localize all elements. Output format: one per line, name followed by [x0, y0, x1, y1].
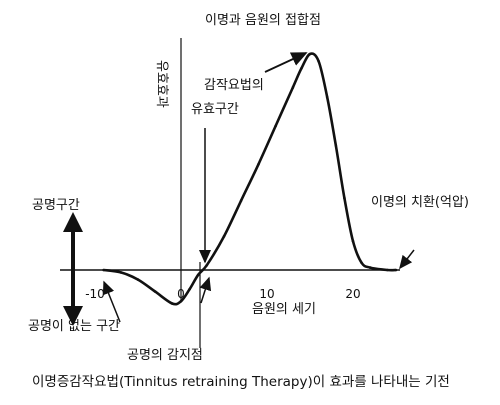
data-point — [188, 287, 191, 291]
data-point — [171, 302, 174, 305]
data-point — [334, 143, 338, 147]
no-tinnitus-zone-annotation: 공명이 없는 구간 — [28, 319, 120, 334]
data-point — [300, 67, 303, 70]
data-point — [360, 261, 363, 265]
data-point — [368, 266, 372, 269]
data-point — [274, 124, 277, 128]
data-point — [102, 268, 105, 272]
replacement-arrow — [399, 249, 415, 270]
x-axis-label: 음원의 세기 — [252, 302, 316, 317]
data-point — [317, 59, 320, 63]
effective-range-annotation-line1: 감작요법의 — [204, 78, 264, 93]
data-point — [119, 271, 123, 274]
effective-range-annotation-line2: 유효구간 — [191, 102, 239, 117]
x-tick-label: 0 — [177, 287, 185, 301]
perception-point-annotation: 공명의 감지점 — [127, 348, 203, 363]
x-tick-label: 20 — [345, 287, 360, 301]
data-point — [205, 263, 209, 267]
data-point — [308, 52, 312, 56]
data-points — [102, 52, 398, 305]
data-point — [136, 278, 140, 281]
x-tick-label: -10 — [85, 287, 105, 301]
data-point — [343, 196, 346, 200]
figure-caption: 이명증감작요법(Tinnitus retraining Therapy)이 효과… — [32, 374, 450, 390]
replacement-annotation: 이명의 치환(억압) — [371, 195, 469, 210]
peak-annotation: 이명과 음원의 접합점 — [205, 13, 321, 28]
tinnitus-zone-annotation: 공명구간 — [32, 198, 80, 213]
data-point — [239, 199, 243, 202]
data-point — [257, 163, 260, 166]
data-point — [386, 268, 389, 272]
data-point — [222, 235, 226, 238]
data-point — [394, 268, 398, 272]
data-point — [153, 290, 157, 293]
zone-arrow-down-head — [63, 306, 83, 326]
peak-arrow — [264, 52, 308, 73]
data-point — [291, 86, 295, 89]
data-point — [325, 95, 329, 99]
perception-arrow — [199, 276, 212, 304]
data-point — [179, 299, 183, 303]
x-tick-labels: -10 0 10 20 — [85, 287, 360, 301]
y-axis-label: 유효효과 — [154, 60, 169, 108]
no-tinnitus-arrow — [102, 280, 121, 323]
zone-arrow-up-head — [63, 212, 83, 232]
data-point — [351, 239, 355, 243]
x-tick-label: 10 — [259, 287, 274, 301]
data-point — [196, 273, 200, 277]
